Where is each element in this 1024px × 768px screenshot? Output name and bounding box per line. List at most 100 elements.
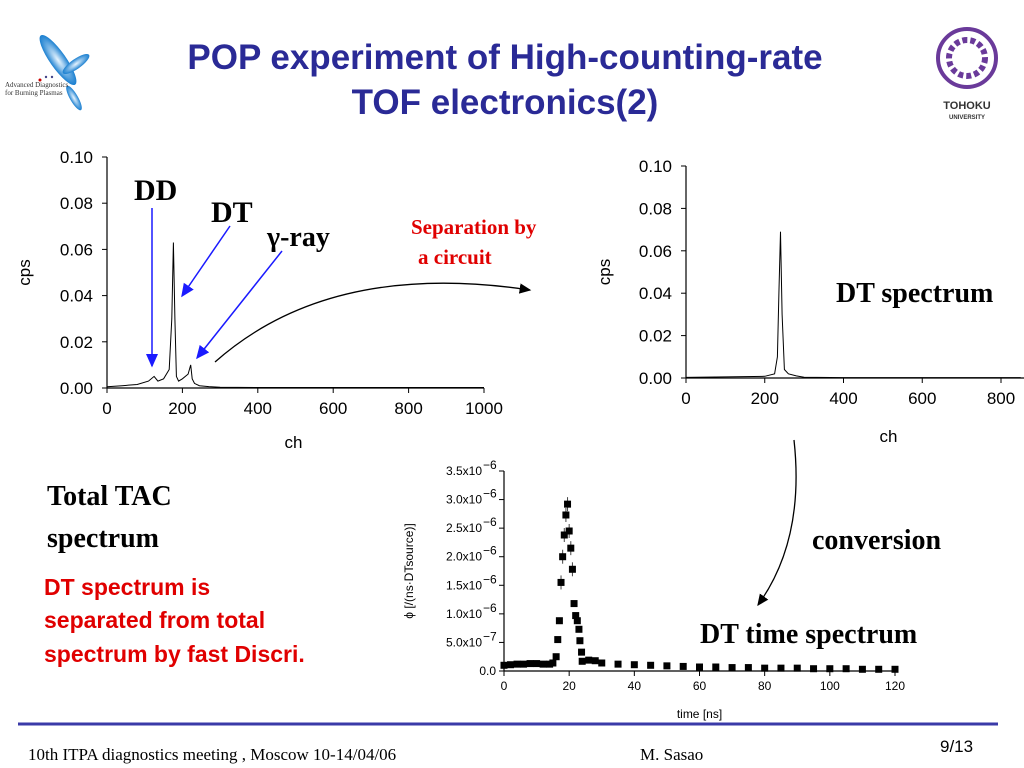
svg-text:for Burning Plasmas: for Burning Plasmas — [5, 89, 63, 97]
data-point — [555, 617, 563, 625]
data-point — [585, 656, 593, 664]
dt-arrow — [181, 225, 231, 298]
note-line-2: separated from total — [44, 607, 265, 633]
x-tick-label: 0 — [501, 679, 508, 693]
data-point — [520, 660, 528, 668]
y-tick-label: 0.10 — [60, 148, 93, 167]
y-tick-label: 3.0x10 — [446, 493, 482, 507]
data-point — [591, 657, 599, 665]
data-point — [663, 662, 671, 670]
y-tick-label: 0.04 — [60, 287, 93, 306]
svg-text:UNIVERSITY: UNIVERSITY — [949, 115, 985, 121]
data-point — [565, 527, 573, 535]
y-tick-label: 0.02 — [60, 333, 93, 352]
x-tick-label: 800 — [987, 389, 1015, 408]
y-tick-label: 0.08 — [639, 199, 672, 218]
page-number: 9/13 — [940, 737, 973, 756]
y-tick-label: 0.02 — [639, 327, 672, 346]
data-point — [552, 653, 560, 661]
data-point — [567, 544, 575, 552]
dt-label: DT — [211, 196, 253, 229]
x-axis-label: time [ns] — [677, 707, 722, 721]
gamma-arrow — [196, 250, 283, 360]
data-point — [777, 664, 785, 672]
data-point — [562, 511, 570, 519]
data-point — [712, 663, 720, 671]
data-point — [539, 660, 547, 668]
x-tick-label: 0 — [681, 389, 690, 408]
x-tick-label: 60 — [693, 679, 707, 693]
y-axis-label: ϕ [/(ns·DTsource)] — [402, 523, 416, 618]
dt-spectrum-chart: 0 200 400 600 800 0.00 0.02 0.04 0.06 0.08 0.10 ch c… — [595, 157, 1024, 446]
note-line-1: DT spectrum is — [44, 574, 210, 600]
y-tick-label: 0.08 — [60, 194, 93, 213]
y-tick-label: 0.00 — [60, 379, 93, 398]
data-point — [761, 664, 769, 672]
data-point — [568, 565, 576, 573]
data-point — [507, 661, 515, 669]
data-point — [875, 665, 883, 673]
data-point — [728, 664, 736, 672]
y-tick-exponent: −6 — [483, 572, 497, 586]
conversion-arrow — [757, 439, 797, 607]
data-point — [647, 661, 655, 669]
y-axis-label: cps — [595, 259, 614, 285]
y-tick-label: 2.5x10 — [446, 521, 482, 535]
y-tick-label: 0.04 — [639, 284, 672, 303]
advanced-diagnostics-logo: Advanced Diagnostics for Burning Plasmas — [5, 35, 90, 111]
data-point — [826, 665, 834, 673]
footer-author: M. Sasao — [640, 745, 703, 764]
total-tac-label-1: Total TAC — [47, 481, 172, 512]
data-point — [575, 625, 583, 633]
x-tick-label: 120 — [885, 679, 905, 693]
data-point — [744, 664, 752, 672]
data-point — [557, 578, 565, 586]
y-tick-exponent: −6 — [483, 487, 497, 501]
x-axis-label: ch — [285, 433, 303, 452]
x-tick-label: 20 — [562, 679, 576, 693]
y-tick-label: 0.10 — [639, 157, 672, 176]
x-tick-label: 800 — [394, 399, 422, 418]
data-point — [810, 665, 818, 673]
data-point — [696, 663, 703, 671]
x-tick-label: 200 — [751, 389, 779, 408]
data-point — [513, 660, 521, 668]
y-tick-exponent: −6 — [483, 544, 497, 558]
y-tick-exponent: −6 — [483, 601, 497, 615]
title-line-1: POP experiment of High-counting-rate — [187, 38, 822, 77]
data-point — [630, 661, 638, 669]
dt-spectrum-label: DT spectrum — [836, 278, 993, 309]
x-tick-label: 400 — [244, 399, 272, 418]
data-point — [549, 659, 557, 667]
x-tick-label: 600 — [319, 399, 347, 418]
tohoku-university-logo: TOHOKU UNIVERSITY — [936, 27, 998, 121]
y-tick-label: 0.06 — [60, 240, 93, 259]
x-tick-label: 200 — [168, 399, 196, 418]
data-point — [576, 637, 584, 645]
footer-meeting: 10th ITPA diagnostics meeting , Moscow 1… — [28, 745, 396, 764]
data-point — [526, 660, 534, 668]
data-point — [578, 657, 586, 665]
data-point — [572, 612, 580, 620]
x-tick-label: 0 — [102, 399, 111, 418]
y-tick-exponent: −6 — [483, 458, 497, 472]
data-point — [598, 659, 606, 667]
x-tick-label: 400 — [829, 389, 857, 408]
data-point — [842, 665, 850, 673]
x-tick-label: 100 — [820, 679, 840, 693]
data-series-line — [685, 231, 1021, 379]
note-line-3: spectrum by fast Discri. — [44, 641, 305, 667]
data-point — [560, 531, 568, 539]
data-point — [578, 648, 586, 656]
dd-label: DD — [134, 174, 177, 207]
y-tick-exponent: −6 — [483, 515, 497, 529]
y-tick-label: 0.0 — [479, 664, 496, 678]
data-point — [573, 617, 581, 625]
data-point — [533, 660, 541, 668]
separation-label-1: Separation by — [411, 215, 537, 239]
y-tick-label: 0.06 — [639, 242, 672, 261]
x-tick-label: 40 — [628, 679, 642, 693]
data-series-line — [106, 242, 484, 388]
data-point — [858, 665, 866, 673]
